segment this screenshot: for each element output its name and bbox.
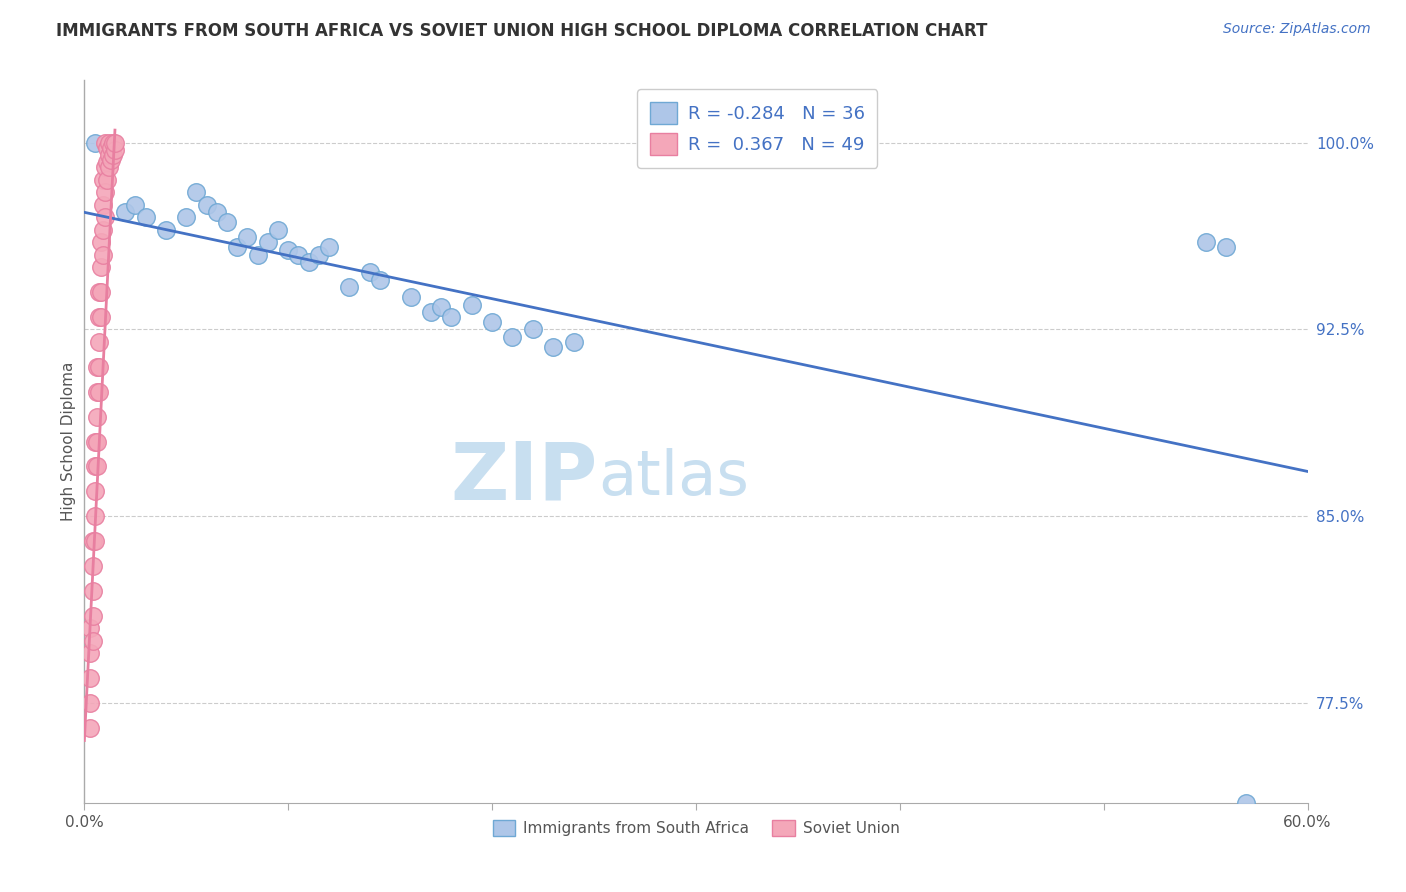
Point	[1236, 796, 1258, 810]
Point	[90, 260, 112, 274]
Point	[104, 143, 127, 157]
Text: IMMIGRANTS FROM SOUTH AFRICA VS SOVIET UNION HIGH SCHOOL DIPLOMA CORRELATION CHA: IMMIGRANTS FROM SOUTH AFRICA VS SOVIET U…	[56, 22, 987, 40]
Point	[90, 235, 112, 250]
Point	[440, 310, 463, 324]
Point	[86, 434, 108, 449]
Point	[97, 148, 120, 162]
Point	[79, 721, 101, 735]
Point	[267, 223, 290, 237]
Point	[93, 136, 115, 150]
Point	[543, 340, 565, 354]
Point	[186, 186, 208, 200]
Point	[430, 300, 453, 314]
Point	[420, 305, 443, 319]
Point	[96, 140, 118, 154]
Point	[86, 409, 108, 424]
Point	[87, 384, 110, 399]
Point	[87, 310, 110, 324]
Point	[83, 534, 105, 549]
Point	[359, 265, 381, 279]
Point	[82, 609, 104, 624]
Point	[195, 198, 218, 212]
Point	[83, 434, 105, 449]
Point	[86, 459, 108, 474]
Point	[236, 230, 259, 244]
Point	[97, 161, 120, 175]
Point	[174, 211, 197, 225]
Point	[96, 173, 118, 187]
Point	[87, 334, 110, 349]
Point	[82, 534, 104, 549]
Point	[217, 215, 239, 229]
Point	[86, 359, 108, 374]
Point	[104, 136, 127, 150]
Point	[205, 205, 228, 219]
Point	[82, 584, 104, 599]
Legend: Immigrants from South Africa, Soviet Union: Immigrants from South Africa, Soviet Uni…	[486, 814, 905, 842]
Point	[124, 198, 146, 212]
Point	[287, 248, 309, 262]
Point	[93, 161, 115, 175]
Point	[83, 136, 105, 150]
Point	[562, 334, 585, 349]
Point	[79, 646, 101, 660]
Point	[79, 696, 101, 710]
Point	[339, 280, 361, 294]
Point	[91, 198, 114, 212]
Point	[135, 211, 157, 225]
Point	[79, 621, 101, 635]
Point	[461, 297, 484, 311]
Point	[82, 559, 104, 574]
Point	[100, 153, 122, 167]
Point	[246, 248, 269, 262]
Point	[97, 136, 120, 150]
Point	[83, 459, 105, 474]
Text: Source: ZipAtlas.com: Source: ZipAtlas.com	[1223, 22, 1371, 37]
Point	[1215, 240, 1237, 254]
Point	[101, 148, 124, 162]
Point	[155, 223, 177, 237]
Point	[481, 315, 503, 329]
Point	[83, 484, 105, 499]
Point	[90, 310, 112, 324]
Point	[91, 248, 114, 262]
Point	[298, 255, 321, 269]
Point	[100, 140, 122, 154]
Y-axis label: High School Diploma: High School Diploma	[60, 362, 76, 521]
Point	[308, 248, 330, 262]
Point	[91, 173, 114, 187]
Point	[399, 290, 422, 304]
Point	[93, 211, 115, 225]
Point	[522, 322, 544, 336]
Point	[368, 272, 391, 286]
Point	[1195, 235, 1218, 250]
Point	[502, 330, 524, 344]
Point	[277, 243, 299, 257]
Point	[87, 285, 110, 299]
Point	[79, 671, 101, 685]
Point	[318, 240, 340, 254]
Text: atlas: atlas	[598, 448, 749, 508]
Point	[91, 223, 114, 237]
Point	[90, 285, 112, 299]
Text: ZIP: ZIP	[451, 439, 598, 516]
Point	[114, 205, 136, 219]
Point	[86, 384, 108, 399]
Point	[96, 155, 118, 169]
Point	[87, 359, 110, 374]
Point	[93, 186, 115, 200]
Point	[257, 235, 280, 250]
Point	[83, 509, 105, 524]
Point	[101, 136, 124, 150]
Point	[82, 633, 104, 648]
Point	[226, 240, 249, 254]
